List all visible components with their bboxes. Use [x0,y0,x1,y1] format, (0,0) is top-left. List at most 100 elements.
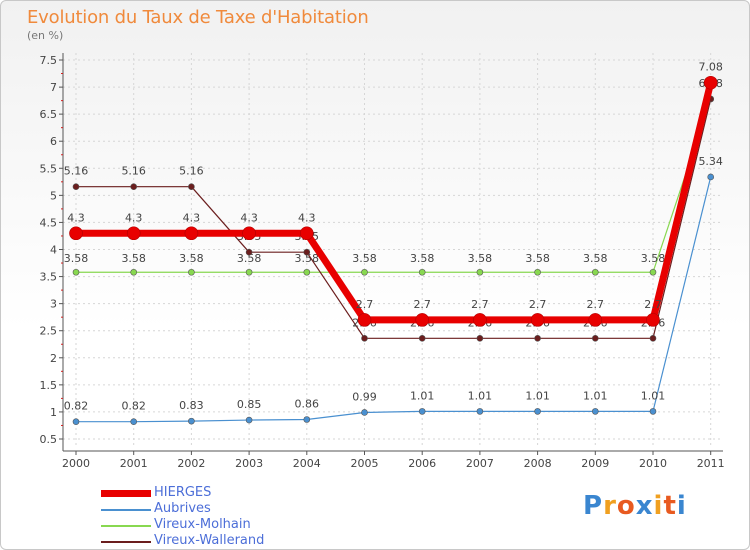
x-tick-label: 2006 [408,457,436,470]
series-line-aubrives [76,176,712,423]
data-point-hierges [242,226,256,241]
data-point-vireux-wallerand [591,334,599,342]
legend-swatch [101,490,151,497]
y-axis-unit: (en %) [27,29,64,42]
data-label-hierges: 2.7 [644,298,662,311]
data-label-aubrives: 5.34 [698,155,723,168]
data-point-vireux-molhain [476,268,484,276]
data-label-aubrives: 1.01 [641,389,666,402]
data-point-hierges [69,226,83,241]
data-label-vireux-molhain: 3.58 [237,252,262,265]
data-label-vireux-molhain: 3.58 [468,252,493,265]
logo-letter: x [635,491,654,521]
y-tick-label: 4 [50,244,57,257]
data-label-aubrives: 1.01 [410,389,435,402]
data-point-vireux-wallerand [245,248,253,256]
data-point-vireux-molhain [649,268,657,276]
legend-label: HIERGES [154,485,212,500]
legend-label: Vireux-Molhain [154,517,251,532]
data-point-vireux-wallerand [188,183,195,190]
y-tick-label: 2.5 [40,325,58,338]
data-label-vireux-wallerand: 5.16 [121,165,146,178]
data-label-vireux-molhain: 3.58 [352,252,377,265]
data-label-hierges: 4.3 [67,211,85,224]
data-point-hierges [646,313,660,327]
legend-label: Aubrives [154,501,211,516]
data-label-aubrives: 0.83 [179,399,204,412]
legend-label: Vireux-Wallerand [154,533,265,548]
data-label-hierges: 2.7 [471,298,489,311]
series-line-vireux-wallerand [76,98,712,339]
data-point-aubrives [591,408,599,415]
data-point-vireux-molhain [188,268,195,276]
data-label-aubrives: 1.01 [525,389,550,402]
y-tick-label: 7 [50,81,57,94]
data-point-vireux-wallerand [476,334,484,342]
data-label-hierges: 2.7 [413,298,431,311]
data-point-hierges [357,313,372,327]
data-point-aubrives [534,408,541,415]
data-point-vireux-molhain [418,268,426,276]
logo-letter: r [603,491,617,521]
data-point-aubrives [707,173,715,181]
data-point-hierges [473,313,487,327]
data-label-vireux-molhain: 3.58 [121,252,146,265]
legend-swatch [101,509,151,511]
data-point-vireux-molhain [303,268,311,276]
x-tick-label: 2010 [639,457,667,470]
data-label-vireux-molhain: 3.58 [179,252,204,265]
data-point-aubrives [476,408,484,415]
data-point-vireux-wallerand [303,248,311,256]
data-label-vireux-molhain: 3.58 [583,252,608,265]
data-point-hierges [415,313,430,327]
series-line-vireux-molhain [76,98,712,273]
data-label-aubrives: 1.01 [468,389,493,402]
data-label-aubrives: 0.86 [295,398,320,411]
proxiti-logo: Proxiti [583,491,687,521]
data-point-aubrives [188,417,195,425]
data-point-aubrives [303,416,311,423]
data-point-vireux-wallerand [649,334,657,342]
data-label-hierges: 2.7 [529,298,547,311]
x-tick-label: 2000 [62,457,90,470]
data-label-aubrives: 0.82 [64,400,89,413]
x-tick-label: 2004 [293,457,321,470]
logo-letter: t [663,491,677,521]
data-point-vireux-molhain [361,268,368,276]
data-label-vireux-molhain: 3.58 [410,252,435,265]
y-tick-label: 5 [50,189,57,202]
data-label-aubrives: 0.85 [237,398,262,411]
x-tick-label: 2007 [466,457,494,470]
data-point-hierges [588,313,603,327]
data-point-vireux-wallerand [361,334,368,342]
data-point-aubrives [130,418,137,425]
data-point-aubrives [72,418,80,425]
data-point-aubrives [418,408,426,415]
y-tick-label: 3 [50,298,57,311]
data-point-aubrives [361,409,368,416]
data-label-hierges: 4.3 [298,211,316,224]
data-point-hierges [299,226,314,241]
data-label-vireux-wallerand: 5.16 [64,165,89,178]
data-point-aubrives [245,416,253,424]
data-label-hierges: 4.3 [183,211,201,224]
data-point-vireux-molhain [245,268,253,276]
data-point-vireux-wallerand [72,183,80,190]
data-point-hierges [126,226,141,241]
y-tick-label: 6.5 [40,108,58,121]
data-label-vireux-wallerand: 5.16 [179,165,204,178]
y-tick-label: 1 [50,406,57,419]
data-label-hierges: 2.7 [356,298,374,311]
data-point-hierges [184,226,199,241]
data-label-aubrives: 0.82 [121,400,146,413]
data-label-hierges: 4.3 [240,211,258,224]
data-label-vireux-molhain: 3.58 [64,252,89,265]
chart-title: Evolution du Taux de Taxe d'Habitation [27,7,369,28]
y-tick-label: 5.5 [40,162,58,175]
x-tick-label: 2009 [581,457,609,470]
data-point-vireux-molhain [72,268,80,276]
data-point-vireux-molhain [534,268,541,276]
legend-swatch [101,541,151,543]
